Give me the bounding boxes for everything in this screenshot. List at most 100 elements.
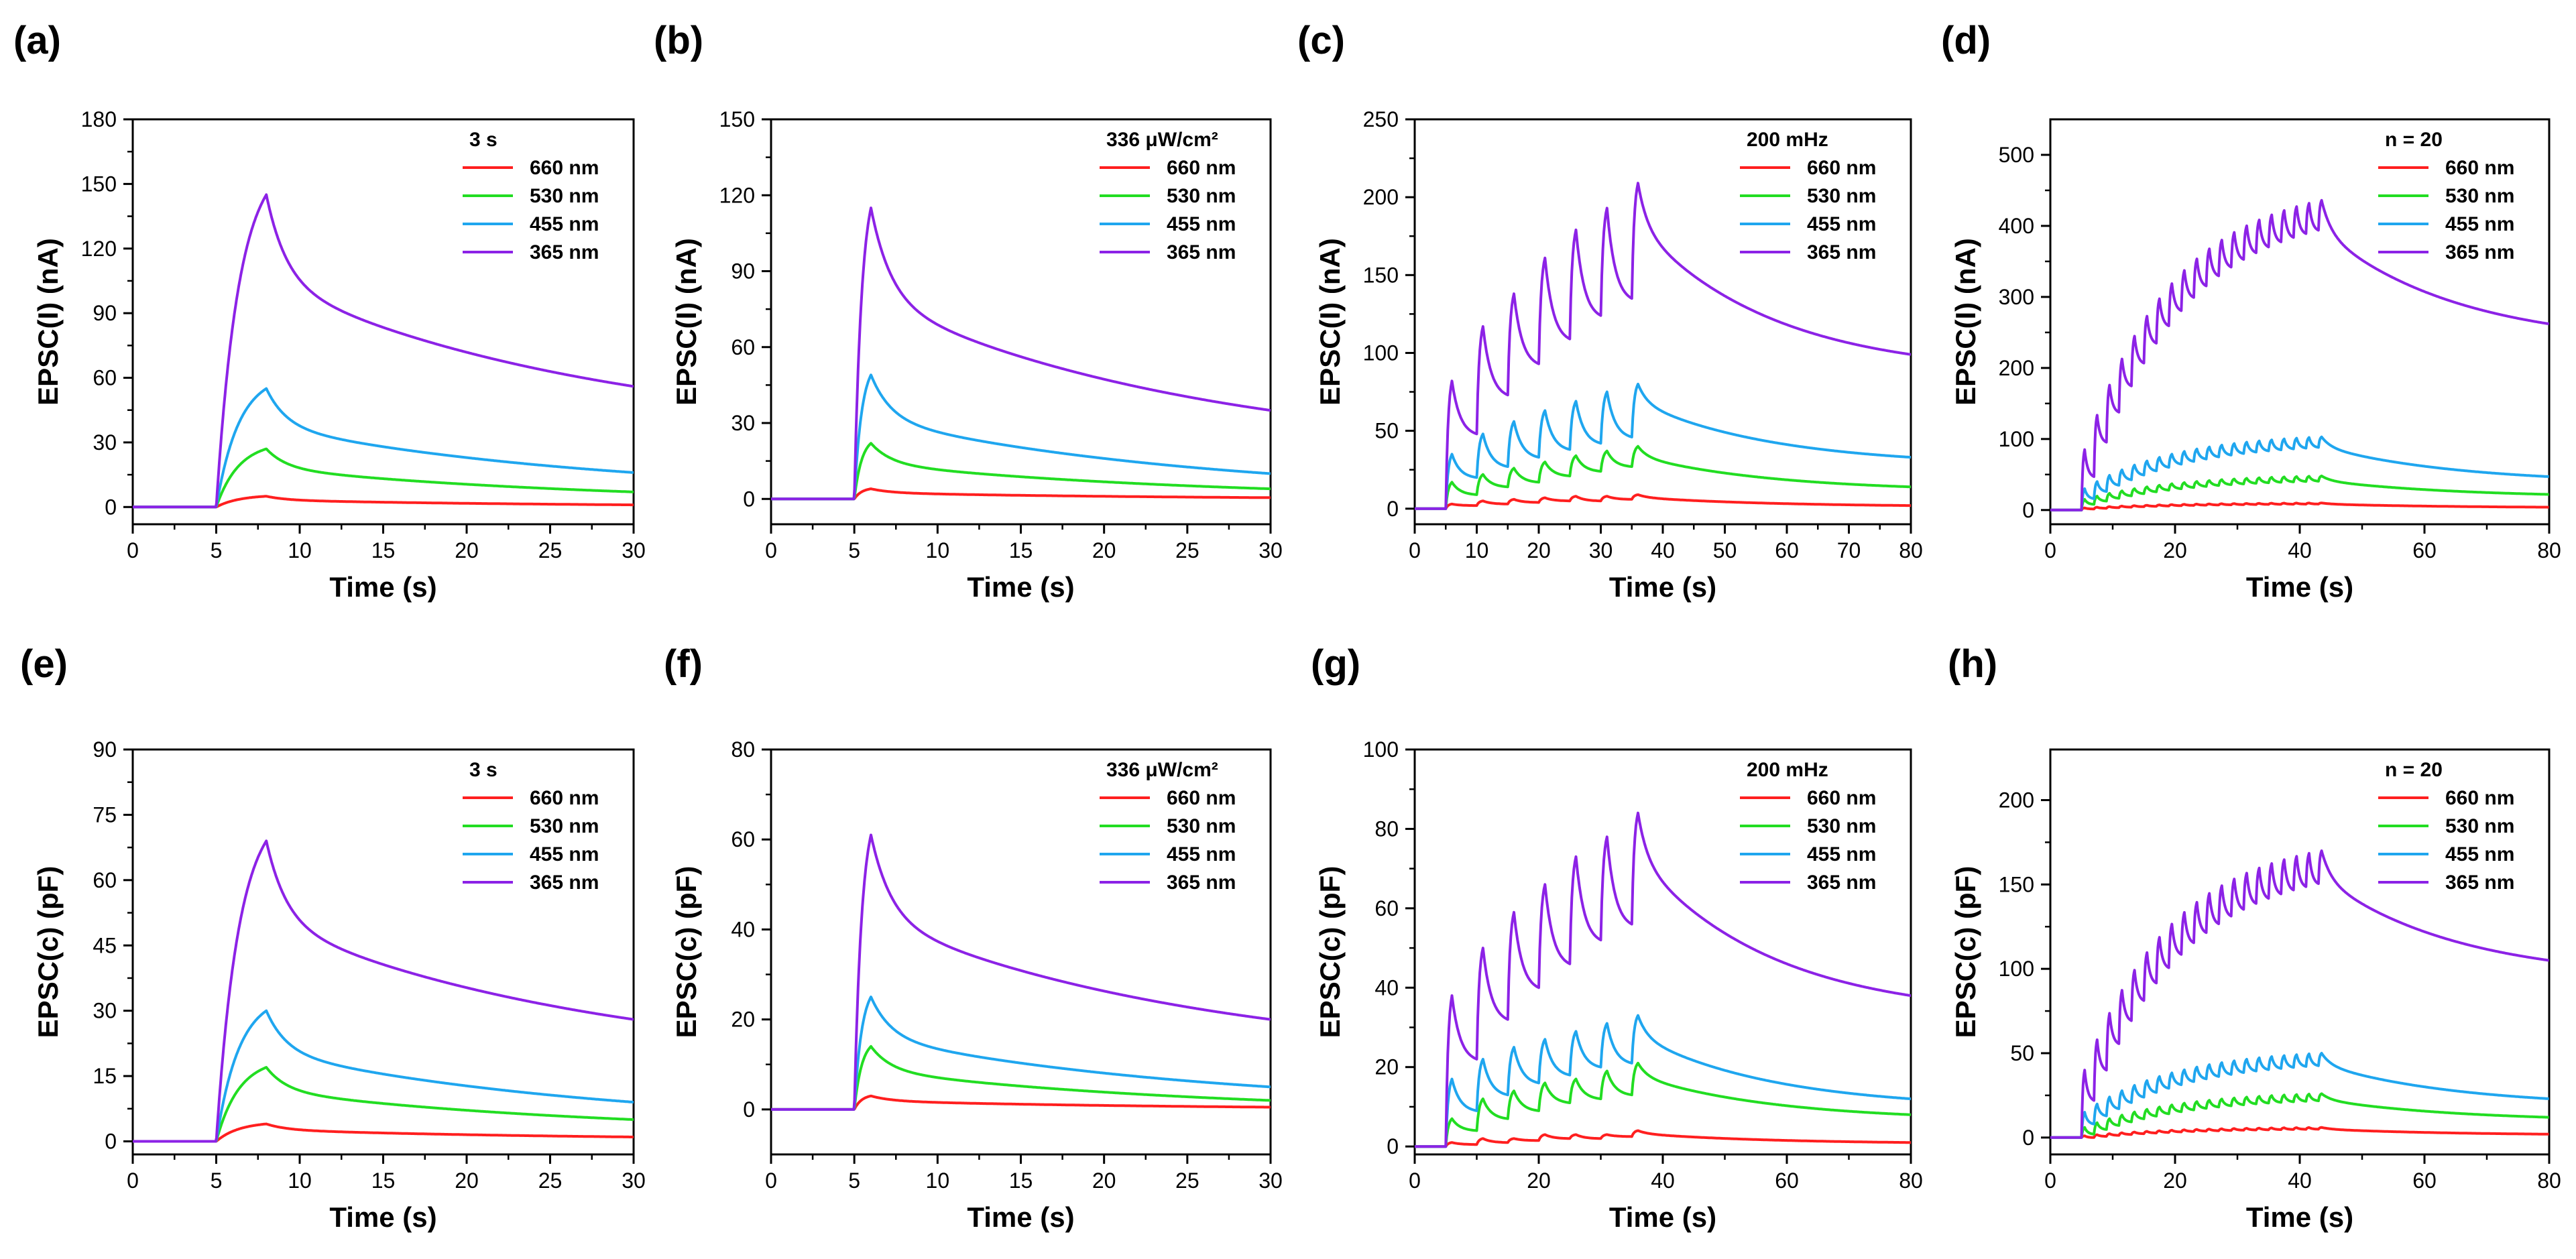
legend-label: 365 nm: [2445, 872, 2514, 894]
y-axis-label: EPSC(I) (nA): [1950, 238, 1981, 406]
y-tick-label: 300: [1999, 285, 2034, 309]
y-tick-label: 250: [1363, 107, 1399, 131]
x-tick-label: 20: [2163, 538, 2187, 562]
legend-title: 336 μW/cm²: [1106, 129, 1218, 151]
legend-label: 455 nm: [1807, 213, 1876, 235]
legend-label: 365 nm: [1167, 872, 1236, 894]
legend-label: 660 nm: [2445, 157, 2514, 179]
x-tick-label: 15: [371, 538, 396, 562]
y-tick-label: 20: [1374, 1055, 1399, 1079]
x-tick-label: 30: [1258, 1168, 1283, 1193]
series-line-660nm: [133, 1122, 634, 1143]
legend-title: n = 20: [2385, 759, 2443, 781]
y-tick-label: 30: [93, 999, 117, 1023]
x-tick-label: 0: [765, 1168, 777, 1193]
series-line-365nm: [1415, 811, 1911, 1148]
x-axis-label: Time (s): [967, 571, 1074, 603]
x-tick-label: 0: [2044, 538, 2056, 562]
y-tick-label: 400: [1999, 214, 2034, 238]
chart-panel: (d) 0 20 40 60 80 0 100 200 300 400 500 Time (s) EPSC…: [1941, 19, 2561, 603]
y-axis-label: EPSC(I) (nA): [670, 238, 702, 406]
legend-label: 660 nm: [1807, 157, 1876, 179]
chart-panel: (b) 0 5 10 15 20 25 30 0 30 60 90 120 150 Time (s) EPSC…: [654, 19, 1283, 603]
chart-panel: (h) 0 20 40 60 80 0 50 100 150 200 Time (s) EPSC(c) …: [1948, 642, 2561, 1233]
y-tick-label: 90: [731, 259, 755, 284]
y-tick-label: 15: [93, 1064, 117, 1088]
y-axis-label: EPSC(c) (pF): [1314, 866, 1346, 1038]
y-axis-label: EPSC(I) (nA): [32, 238, 64, 406]
legend-label: 365 nm: [530, 241, 599, 263]
series-line-365nm: [771, 206, 1271, 501]
x-tick-label: 10: [288, 1168, 312, 1193]
panel-label: (c): [1297, 19, 1345, 62]
series-line-530nm: [771, 442, 1271, 501]
series-line-455nm: [2050, 435, 2549, 512]
x-tick-label: 30: [622, 1168, 646, 1193]
x-tick-label: 10: [926, 538, 950, 562]
x-tick-label: 5: [211, 538, 223, 562]
series-line-365nm: [771, 833, 1271, 1111]
y-tick-label: 120: [719, 183, 755, 207]
x-axis-label: Time (s): [1609, 571, 1716, 603]
series-group: [133, 839, 634, 1143]
series-line-660nm: [771, 487, 1271, 501]
legend-title: 3 s: [469, 129, 497, 151]
legend-label: 530 nm: [1807, 815, 1876, 837]
series-line-365nm: [1415, 182, 1911, 510]
x-tick-label: 30: [1589, 538, 1613, 562]
y-tick-label: 100: [1999, 427, 2034, 451]
y-tick-label: 200: [1999, 356, 2034, 380]
chart-panel: (e) 0 5 10 15 20 25 30 0 15 30 45 60 75 90 Time (s) EPSC…: [20, 642, 646, 1233]
legend-label: 660 nm: [530, 157, 599, 179]
x-tick-label: 25: [1175, 1168, 1199, 1193]
y-tick-label: 150: [1363, 263, 1399, 287]
legend-label: 455 nm: [2445, 843, 2514, 865]
legend-title: 200 mHz: [1747, 759, 1828, 781]
plot-frame: [1413, 118, 1912, 526]
y-tick-label: 0: [743, 1097, 755, 1122]
x-tick-label: 80: [2537, 1168, 2561, 1193]
x-axis-label: Time (s): [329, 1201, 436, 1233]
x-tick-label: 70: [1837, 538, 1861, 562]
legend-label: 455 nm: [530, 843, 599, 865]
y-tick-label: 0: [2022, 498, 2034, 522]
chart-panel: (f) 0 5 10 15 20 25 30 0 20 40 60 80 Time (s) EPSC(c) …: [664, 642, 1283, 1233]
legend-label: 365 nm: [1807, 872, 1876, 894]
series-group: [133, 193, 634, 509]
series-line-455nm: [133, 1009, 634, 1143]
series-line-660nm: [133, 495, 634, 509]
legend-label: 530 nm: [1167, 815, 1236, 837]
x-tick-label: 5: [848, 1168, 860, 1193]
y-tick-label: 20: [731, 1008, 755, 1032]
x-tick-label: 80: [1899, 1168, 1923, 1193]
legend-label: 530 nm: [2445, 185, 2514, 207]
legend-label: 365 nm: [1807, 241, 1876, 263]
y-tick-label: 180: [81, 107, 117, 131]
chart-panel: (a) 0 5 10 15 20 25 30 0 30 60 90 120 150 180 Time (s) E…: [13, 19, 646, 603]
legend-label: 455 nm: [2445, 213, 2514, 235]
x-tick-label: 20: [455, 538, 479, 562]
y-tick-label: 150: [719, 107, 755, 131]
y-tick-label: 90: [93, 737, 117, 762]
y-tick-label: 0: [2022, 1126, 2034, 1150]
x-tick-label: 20: [1092, 1168, 1116, 1193]
y-tick-label: 30: [731, 411, 755, 435]
series-line-530nm: [2050, 474, 2549, 512]
legend-label: 530 nm: [530, 815, 599, 837]
y-tick-label: 120: [81, 237, 117, 261]
y-tick-label: 150: [81, 172, 117, 196]
y-tick-label: 60: [93, 366, 117, 390]
series-line-660nm: [2050, 1126, 2549, 1139]
x-tick-label: 20: [1527, 1168, 1551, 1193]
x-tick-label: 0: [2044, 1168, 2056, 1193]
legend-label: 365 nm: [2445, 241, 2514, 263]
panel-label: (d): [1941, 19, 1991, 62]
x-tick-label: 60: [2412, 1168, 2437, 1193]
x-tick-label: 15: [371, 1168, 396, 1193]
x-tick-label: 5: [848, 538, 860, 562]
chart-panel: (c) 0 10 20 30 40 50 60 70 80 0 50 100 150 200 250 Time …: [1297, 19, 1923, 603]
x-tick-label: 20: [2163, 1168, 2187, 1193]
series-line-530nm: [771, 1044, 1271, 1111]
x-tick-label: 20: [1092, 538, 1116, 562]
legend-label: 660 nm: [2445, 787, 2514, 809]
